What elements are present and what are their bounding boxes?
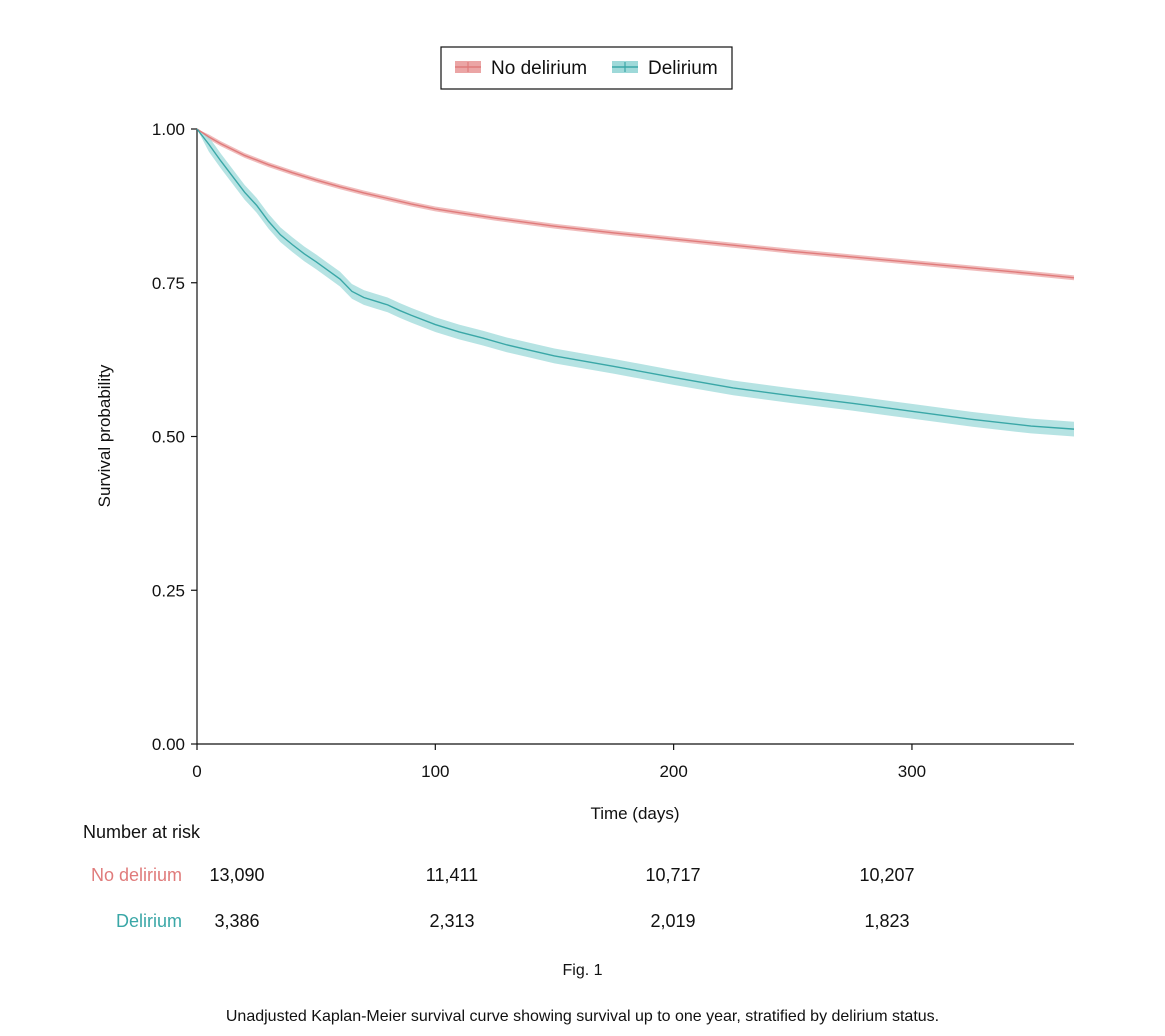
risk-row-label-no-delirium: No delirium	[90, 865, 182, 885]
ci-band-delirium	[197, 129, 1074, 437]
legend-entry-delirium: Delirium	[612, 58, 718, 79]
risk-value-delirium: 3,386	[214, 911, 260, 931]
x-axis-label: Time (days)	[590, 804, 679, 823]
y-tick-label: 0.75	[152, 274, 185, 293]
risk-value-no-delirium: 11,411	[425, 865, 479, 885]
risk-row-label-delirium: Delirium	[115, 911, 182, 931]
x-tick-label: 0	[192, 762, 201, 781]
figure-label: Fig. 1	[562, 962, 603, 979]
risk-value-no-delirium: 13,090	[209, 865, 265, 885]
legend-box	[440, 46, 733, 90]
risk-value-no-delirium: 10,717	[645, 865, 701, 885]
axes: 0.00 0.25 0.50 0.75 1.00 0 100 200 300	[152, 120, 1074, 781]
x-tick-label: 200	[659, 762, 687, 781]
legend-label-no-delirium: No delirium	[491, 58, 587, 79]
legend-entry-no-delirium: No delirium	[455, 58, 587, 79]
confidence-bands	[197, 129, 1074, 437]
figure-caption: Unadjusted Kaplan-Meier survival curve s…	[225, 1008, 940, 1025]
y-axis-label: Survival probability	[95, 364, 114, 507]
risk-value-delirium: 1,823	[864, 911, 910, 931]
risk-value-delirium: 2,313	[429, 911, 475, 931]
y-tick-label: 0.00	[152, 735, 185, 754]
survival-curves	[196, 128, 1075, 430]
legend-label-delirium: Delirium	[648, 58, 718, 79]
survival-line-no-delirium	[196, 128, 1075, 279]
risk-table-title: Number at risk	[83, 822, 201, 842]
x-tick-label: 300	[898, 762, 926, 781]
survival-line-delirium	[196, 128, 1075, 430]
risk-value-delirium: 2,019	[650, 911, 696, 931]
ci-band-no-delirium	[197, 129, 1074, 281]
risk-value-no-delirium: 10,207	[859, 865, 915, 885]
y-tick-label: 0.25	[152, 581, 185, 600]
y-tick-label: 1.00	[152, 120, 185, 139]
legend: No delirium Delirium	[440, 46, 733, 90]
x-tick-label: 100	[421, 762, 449, 781]
y-tick-label: 0.50	[152, 428, 185, 447]
